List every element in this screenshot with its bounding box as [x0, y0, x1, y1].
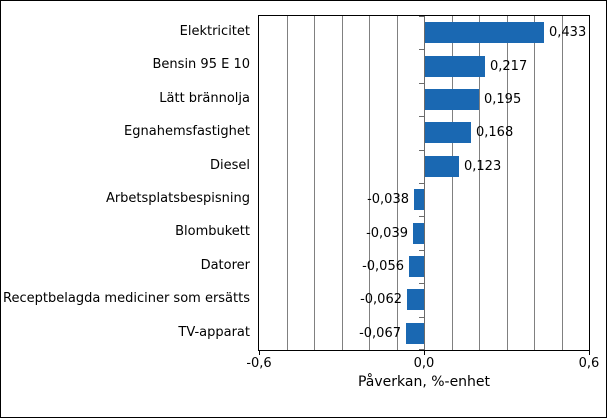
- value-label: -0,056: [362, 259, 404, 274]
- bar: [409, 256, 424, 277]
- bar: [407, 289, 424, 310]
- category-tick: [419, 216, 424, 217]
- category-label: Elektricitet: [179, 24, 250, 39]
- x-tick-label: 0,6: [578, 356, 600, 371]
- value-label: 0,433: [549, 25, 587, 40]
- x-axis-tick: [259, 350, 260, 355]
- category-label: Datorer: [200, 258, 250, 273]
- category-axis-labels: Elektricitet Bensin 95 E 10 Lätt brännolja…: [1, 15, 250, 349]
- value-label: -0,062: [360, 292, 402, 307]
- category-label: Blombukett: [175, 224, 250, 239]
- category-tick: [419, 16, 424, 17]
- category-tick: [419, 250, 424, 251]
- gridline: [562, 16, 563, 350]
- value-label: 0,195: [484, 92, 522, 107]
- x-axis-labels: -0,6 0,0 0,6: [246, 356, 599, 372]
- category-tick: [419, 83, 424, 84]
- category-tick: [419, 317, 424, 318]
- gridline: [397, 16, 398, 350]
- category-label: TV-apparat: [178, 325, 250, 340]
- bar: [414, 189, 424, 210]
- category-tick: [419, 49, 424, 50]
- x-axis-tick: [589, 350, 590, 355]
- x-tick-label: -0,6: [246, 356, 272, 371]
- gridline: [369, 16, 370, 350]
- category-label: Receptbelagda mediciner som ersätts: [3, 291, 250, 306]
- value-label: -0,067: [359, 326, 401, 341]
- category-tick: [419, 183, 424, 184]
- x-tick-label: 0,0: [413, 356, 435, 371]
- x-axis-tick: [424, 350, 425, 355]
- category-tick: [419, 116, 424, 117]
- value-label: 0,168: [476, 125, 514, 140]
- bar: [425, 156, 459, 177]
- category-tick: [419, 349, 424, 350]
- gridline: [287, 16, 288, 350]
- category-axis-line: [424, 16, 425, 350]
- category-label: Arbetsplatsbespisning: [105, 191, 250, 206]
- value-label: -0,038: [367, 192, 409, 207]
- gridline: [534, 16, 535, 350]
- bar: [406, 323, 424, 344]
- value-label: 0,217: [490, 59, 528, 74]
- category-tick: [419, 283, 424, 284]
- category-label: Bensin 95 E 10: [152, 57, 250, 72]
- category-tick: [419, 150, 424, 151]
- gridline: [507, 16, 508, 350]
- value-label: 0,123: [464, 159, 502, 174]
- bar: [425, 22, 544, 43]
- bar: [425, 89, 479, 110]
- bar: [425, 122, 471, 143]
- category-label: Diesel: [209, 158, 250, 173]
- gridline: [452, 16, 453, 350]
- category-label: Egnahemsfastighet: [124, 124, 250, 139]
- plot-area: 0,433 0,217 0,195 0,168 0,123 -0,038 -0,039 -0,…: [258, 15, 590, 355]
- value-label: -0,039: [366, 226, 408, 241]
- gridline: [479, 16, 480, 350]
- category-label: Lätt brännolja: [159, 91, 250, 106]
- bar: [425, 56, 485, 77]
- bar: [413, 223, 424, 244]
- gridline: [314, 16, 315, 350]
- x-axis-title: Påverkan, %-enhet: [357, 374, 491, 390]
- gridline: [342, 16, 343, 350]
